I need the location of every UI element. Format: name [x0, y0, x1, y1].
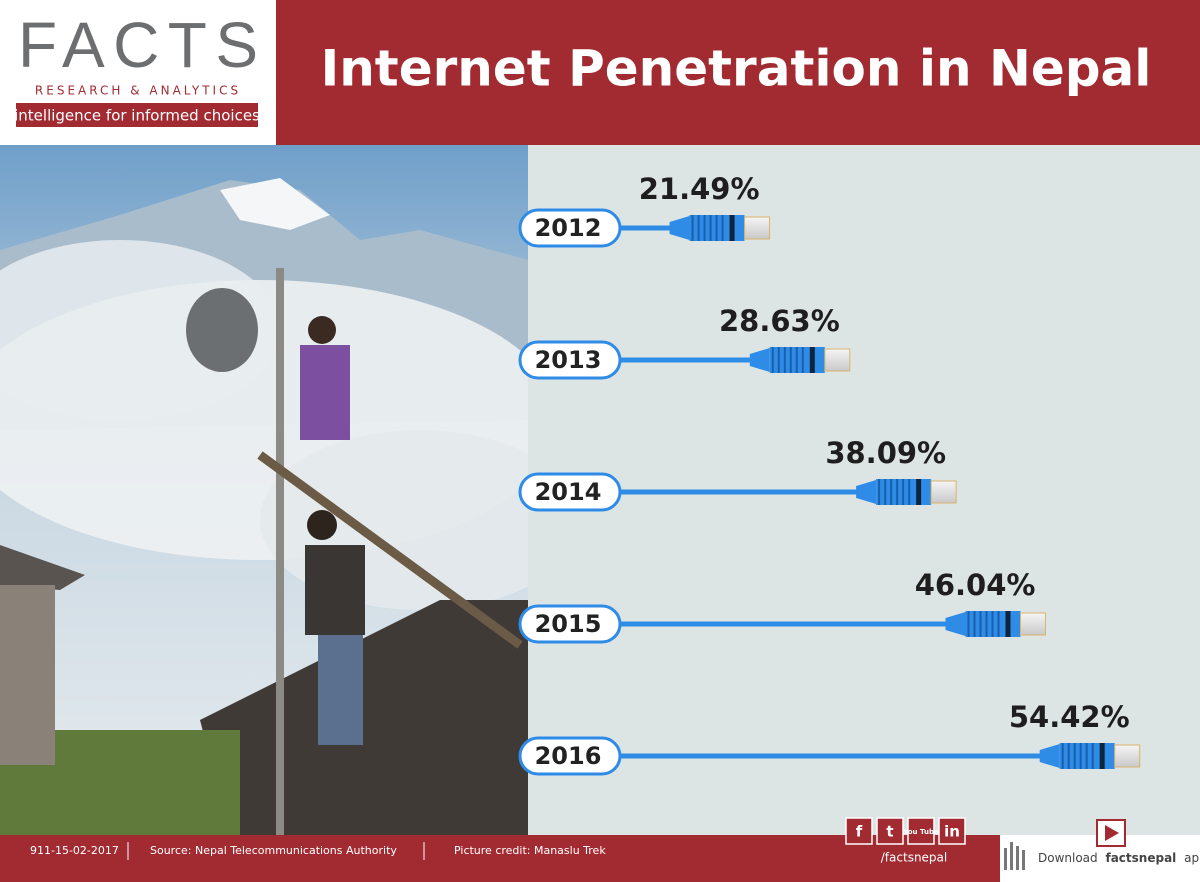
value-label: 46.04% [915, 568, 1036, 602]
social-links: f t You Tube in [845, 817, 966, 845]
plug-jack [1019, 612, 1046, 636]
cable-wire [620, 225, 672, 231]
footer-credit: Picture credit: Manaslu Trek [454, 844, 606, 857]
plug-rib [801, 347, 804, 373]
plug-rib [1073, 743, 1076, 769]
social-icon[interactable] [907, 817, 935, 845]
plug-rib [703, 215, 706, 241]
value-label: 28.63% [719, 304, 840, 338]
social-label: t [886, 823, 893, 841]
category-label: 2015 [535, 610, 602, 638]
plug-latch [1099, 743, 1105, 769]
plug-rib [890, 479, 893, 505]
plug-rib [991, 611, 994, 637]
value-label: 38.09% [825, 436, 946, 470]
plug-jack [1114, 744, 1141, 768]
plug-jack [744, 216, 771, 240]
cable [620, 347, 851, 373]
download-text: Download [1038, 851, 1098, 865]
cable-boot [669, 216, 690, 240]
social-icon[interactable] [845, 817, 873, 845]
category-label: 2012 [535, 214, 602, 242]
plug-rib [979, 611, 982, 637]
cable [620, 743, 1141, 769]
plug-rib [985, 611, 988, 637]
plug-rib [896, 479, 899, 505]
plug-rib [795, 347, 798, 373]
value-label: 54.42% [1009, 700, 1130, 734]
plug-jack [824, 348, 851, 372]
app-icon [1004, 819, 1126, 870]
plug-rib [1085, 743, 1088, 769]
download-text: app [1184, 851, 1200, 865]
chart-title: Internet Penetration in Nepal [321, 40, 1152, 98]
category-label: 2014 [535, 478, 602, 506]
plug-latch [729, 215, 735, 241]
plug-rib [783, 347, 786, 373]
cable-boot [749, 348, 770, 372]
cable-boot [856, 480, 877, 504]
social-handle: /factsnepal [881, 851, 947, 865]
plug-rib [691, 215, 694, 241]
social-label: You Tube [902, 828, 939, 836]
app-name: factsnepal [1105, 851, 1176, 865]
plug-rib [997, 611, 1000, 637]
plug-rib [878, 479, 881, 505]
cable-wire [620, 489, 859, 495]
photo [0, 145, 580, 835]
plug-latch [916, 479, 922, 505]
cable [620, 215, 771, 241]
social-label: in [944, 823, 960, 841]
plug-rib [789, 347, 792, 373]
category-label: 2013 [535, 346, 602, 374]
tagline: intelligence for informed choices [14, 107, 260, 125]
plug-rib [721, 215, 724, 241]
plug-latch [809, 347, 815, 373]
plug-rib [771, 347, 774, 373]
footer-id: 911-15-02-2017 [30, 844, 119, 857]
plug-rib [902, 479, 905, 505]
social-label: f [856, 823, 863, 841]
plug-rib [709, 215, 712, 241]
plug-rib [973, 611, 976, 637]
cable-wire [620, 621, 948, 627]
plug-latch [1005, 611, 1011, 637]
plug-rib [1079, 743, 1082, 769]
plug-rib [1067, 743, 1070, 769]
cable-boot [945, 612, 966, 636]
app-download[interactable]: Download factsnepal app [1038, 851, 1200, 865]
value-label: 21.49% [639, 172, 760, 206]
plug-rib [884, 479, 887, 505]
social-icon[interactable] [938, 817, 966, 845]
plug-rib [908, 479, 911, 505]
social-icon[interactable] [876, 817, 904, 845]
cable-wire [620, 753, 1042, 759]
plug-rib [967, 611, 970, 637]
tagline-box [16, 103, 258, 127]
cable [620, 611, 1046, 637]
plug-rib [777, 347, 780, 373]
plug-jack [930, 480, 957, 504]
plug-rib [1061, 743, 1064, 769]
cable-boot [1039, 744, 1060, 768]
category-label: 2016 [535, 742, 602, 770]
cable-wire [620, 357, 752, 363]
plug-rib [715, 215, 718, 241]
footer-source: Source: Nepal Telecommunications Authori… [150, 844, 397, 857]
logo-sub: RESEARCH & ANALYTICS [35, 84, 241, 98]
plug-rib [1091, 743, 1094, 769]
plug-rib [697, 215, 700, 241]
plot-area: 2012 21.49% 2013 28.63% 2014 38.09% 2015 46.04%… [518, 172, 1141, 776]
cable [620, 479, 957, 505]
